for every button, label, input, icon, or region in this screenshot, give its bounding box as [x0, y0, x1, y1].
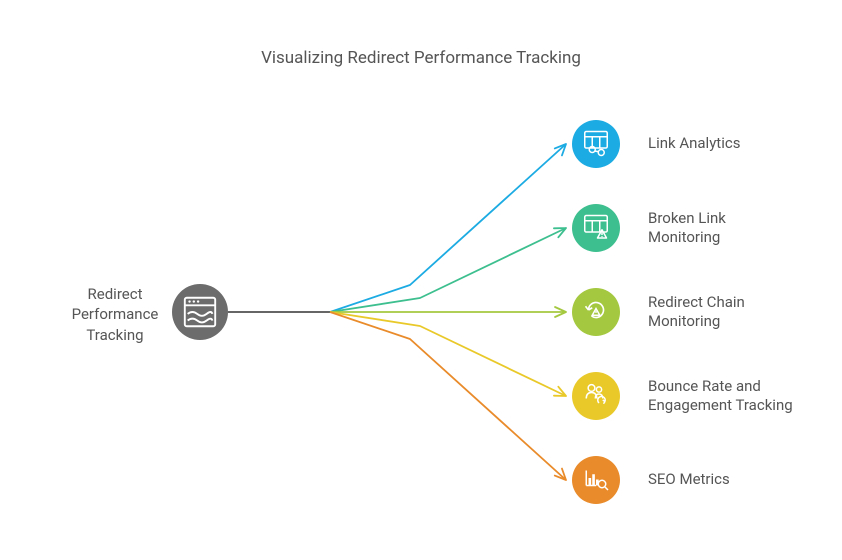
branch-node [572, 456, 620, 504]
root-label: Redirect Performance Tracking [60, 284, 170, 345]
branch-label: Redirect Chain Monitoring [648, 289, 798, 335]
link-analytics-icon [581, 127, 611, 161]
engagement-icon [581, 379, 611, 413]
branch-connector [330, 144, 566, 312]
redirect-chain-icon [581, 295, 611, 329]
branch-node [572, 204, 620, 252]
branch-node [572, 288, 620, 336]
branch-label: Link Analytics [648, 131, 798, 157]
branch-node [572, 372, 620, 420]
branch-node [572, 120, 620, 168]
branch-label: Bounce Rate and Engagement Tracking [648, 373, 798, 419]
branch-label: Broken Link Monitoring [648, 205, 798, 251]
broken-link-icon [581, 211, 611, 245]
root-node [172, 284, 228, 340]
branch-label: SEO Metrics [648, 467, 798, 493]
seo-metrics-icon [581, 463, 611, 497]
branch-connector [330, 312, 566, 480]
dashboard-waves-icon [181, 293, 219, 331]
